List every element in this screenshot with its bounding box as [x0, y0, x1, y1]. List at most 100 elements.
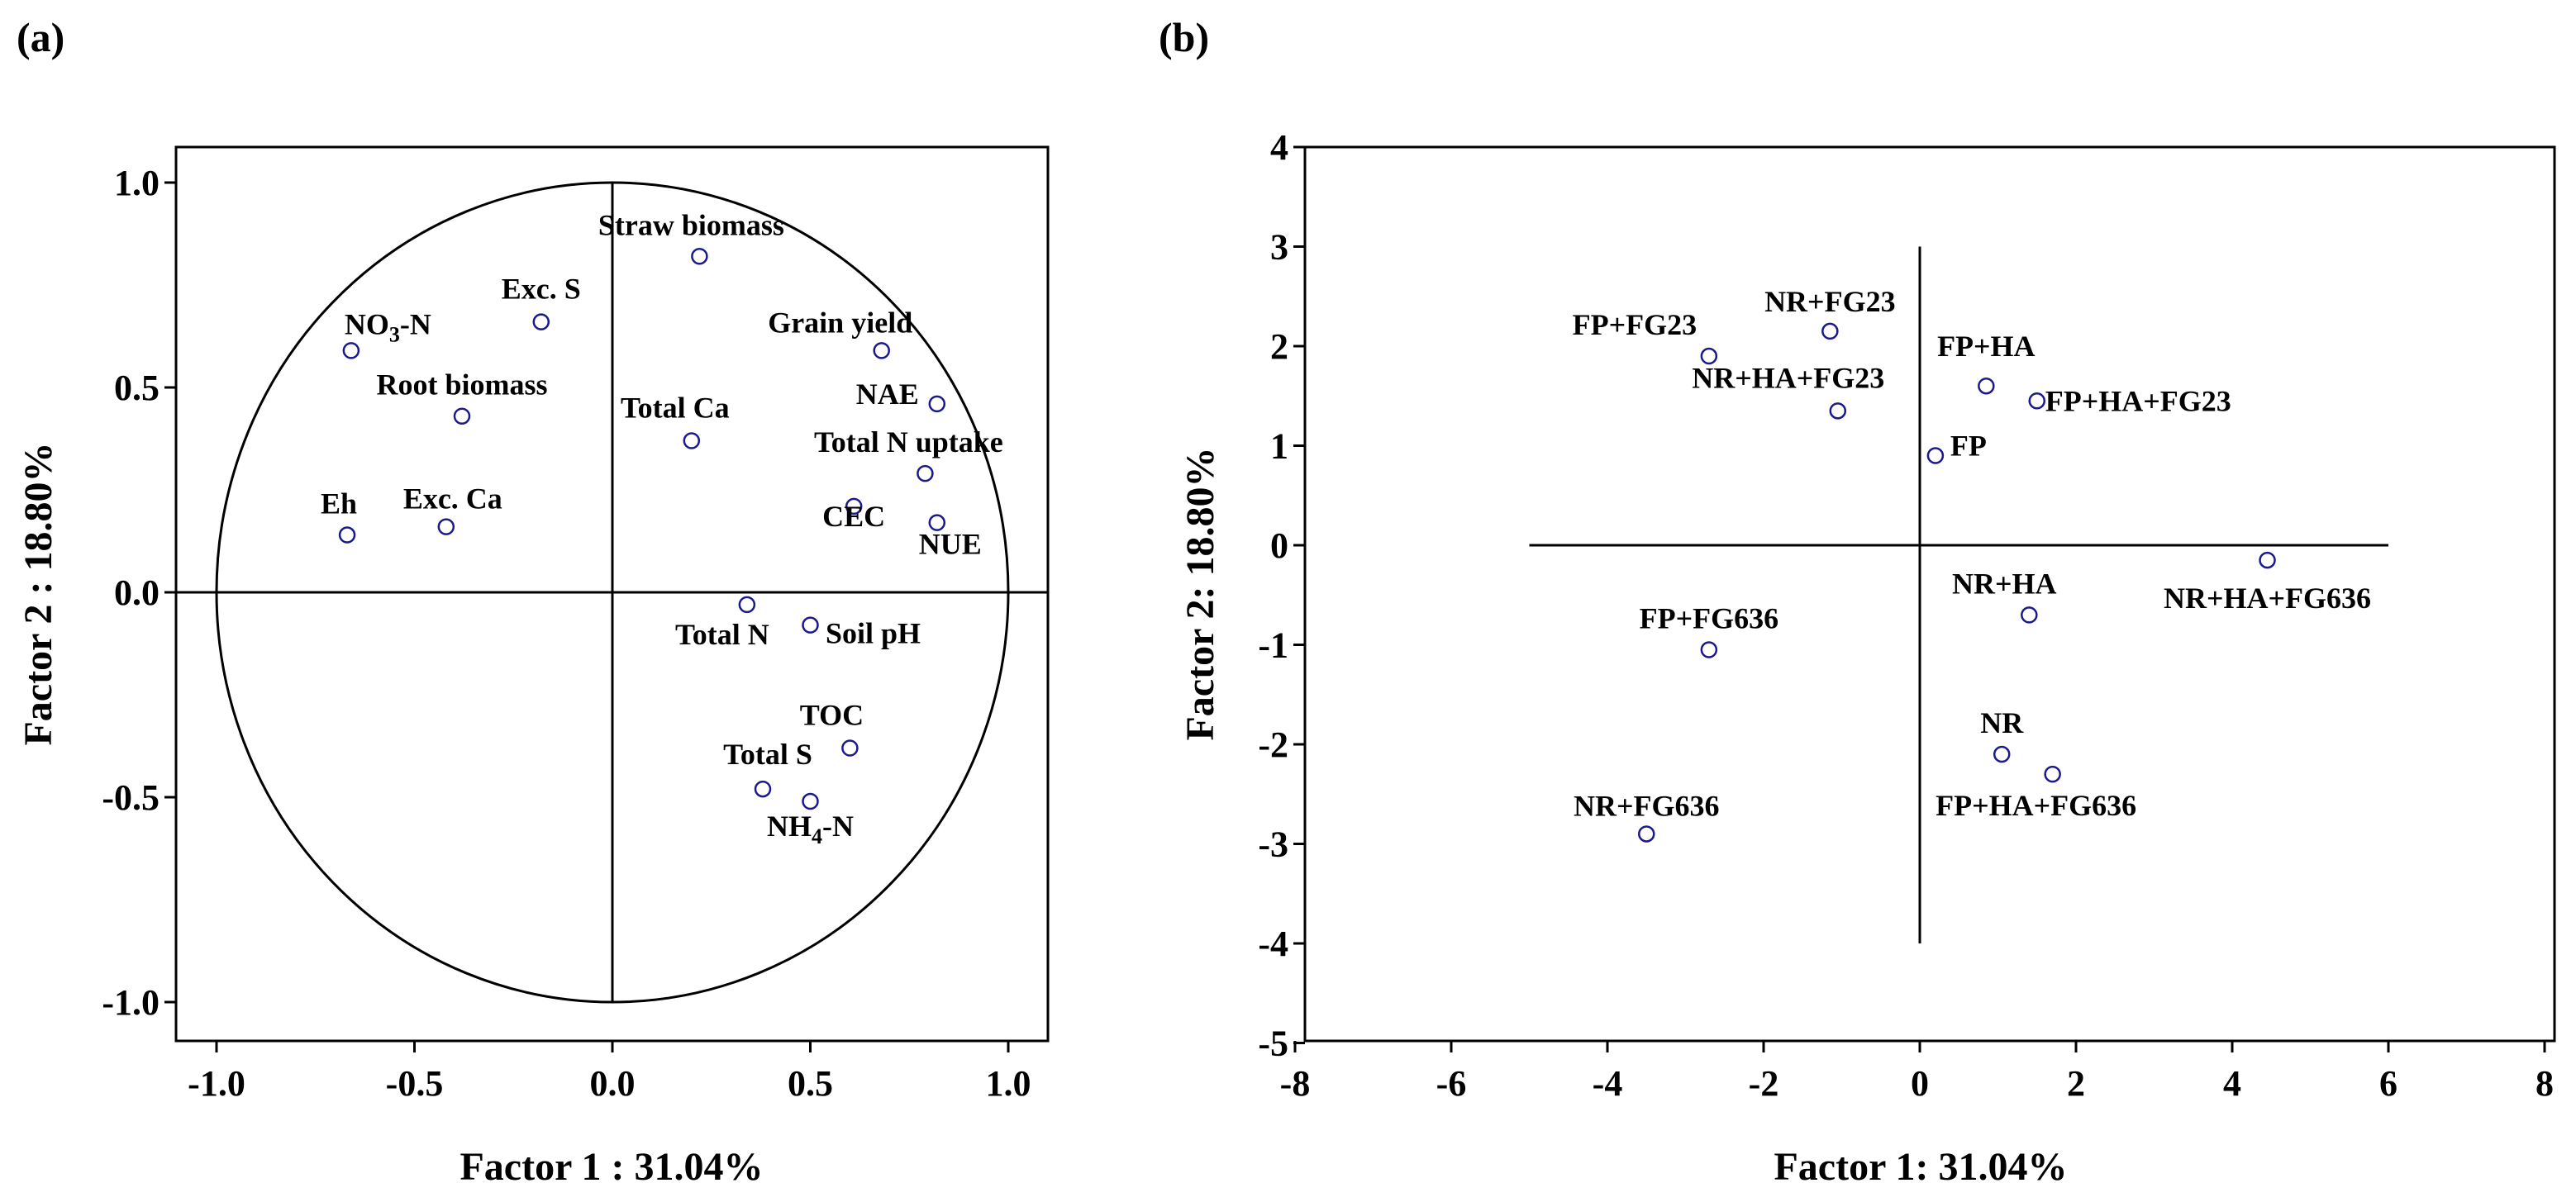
point-label-total-n: Total N [675, 618, 769, 651]
point-marker-total-ca [683, 432, 701, 449]
point-label-fp-ha-fg23: FP+HA+FG23 [2045, 384, 2231, 417]
panel-a-y-tick-label: 0.5 [114, 368, 160, 408]
panel-b-scores-plot: (b) -8 -6 -4 -2 0 2 4 6 8 4 3 2 1 0 -1 -2 -3 -4 -5 NR+FG2… [1159, 14, 2556, 1189]
point-marker-fp-fg23 [1700, 347, 1718, 365]
panel-b-y-tick-label: 3 [1270, 227, 1288, 268]
panel-b-x-axis-title: Factor 1: 31.04% [1774, 1145, 2067, 1189]
point-marker-fp-ha [1978, 377, 1995, 395]
point-label-toc: TOC [800, 698, 864, 731]
panel-b-x-tick-label: -2 [1749, 1063, 1779, 1104]
point-marker-eh [338, 526, 356, 544]
panel-b-points: NR+FG23 FP+FG23 NR+HA+FG23 FP+HA FP+HA+FG23 F… [1573, 285, 2371, 843]
point-label-eh: Eh [321, 487, 357, 520]
point-label-fp-ha-fg636: FP+HA+FG636 [1936, 789, 2136, 822]
panel-b-y-axis-title: Factor 2: 18.80% [1178, 447, 1222, 740]
panel-a-y-tick-label: 1.0 [114, 163, 160, 203]
point-marker-total-s [754, 780, 772, 798]
point-label-fp-ha: FP+HA [1937, 330, 2036, 363]
point-marker-exc-s [532, 313, 550, 330]
panel-a-y-tick-label: -1.0 [102, 982, 160, 1023]
point-label-straw-biomass: Straw biomass [598, 208, 784, 241]
point-marker-root-biomass [453, 407, 471, 425]
point-marker-fp [1926, 447, 1945, 464]
panel-b-y-tick-label: 2 [1270, 326, 1288, 367]
point-label-root-biomass: Root biomass [376, 368, 547, 401]
point-marker-fp-ha-fg23 [2028, 392, 2045, 410]
point-marker-grain-yield [873, 342, 890, 359]
point-label-total-ca: Total Ca [621, 391, 730, 424]
panel-a-y-tick-label: 0.0 [114, 572, 160, 613]
point-marker-total-n [738, 596, 756, 614]
point-label-total-s: Total S [723, 738, 812, 771]
point-label-nr-ha-fg636: NR+HA+FG636 [2164, 582, 2371, 615]
panel-a-label: (a) [17, 14, 64, 60]
panel-b-axes-lines [1529, 246, 2388, 943]
point-label-fp: FP [1950, 430, 1987, 463]
panel-b-x-tick-label: 2 [2067, 1063, 2085, 1104]
panel-b-y-tick-label: -3 [1258, 824, 1288, 865]
panel-b-y-tick-label: -4 [1258, 924, 1288, 964]
point-marker-nr-fg636 [1638, 825, 1655, 843]
panel-a-y-ticks: 1.0 0.5 0.0 -0.5 -1.0 [102, 163, 176, 1023]
point-marker-fp-ha-fg636 [2044, 765, 2061, 783]
panel-a-x-tick-label: 0.5 [788, 1063, 833, 1104]
point-marker-nr-ha [2021, 606, 2038, 624]
panel-b-x-tick-label: 8 [2536, 1063, 2554, 1104]
panel-b-x-tick-label: 6 [2379, 1063, 2397, 1104]
point-marker-no3-n [342, 342, 360, 359]
point-marker-nae [928, 395, 946, 413]
point-label-cec: CEC [822, 500, 885, 533]
point-marker-nr-ha-fg636 [2259, 551, 2276, 569]
point-label-fp-fg23: FP+FG23 [1573, 308, 1697, 341]
panel-b-plot-frame [1303, 145, 2556, 1043]
panel-a-points: Straw biomass Exc. S NO3-N Grain yield NAE Ro… [321, 208, 1003, 848]
panel-b-label: (b) [1159, 14, 1209, 60]
point-label-grain-yield: Grain yield [768, 306, 912, 339]
point-marker-nue [928, 514, 946, 531]
point-label-exc-s: Exc. S [502, 273, 581, 306]
point-label-soil-ph: Soil pH [826, 617, 921, 650]
panel-b-x-tick-label: -8 [1280, 1063, 1311, 1104]
panel-a-x-tick-label: -1.0 [188, 1063, 245, 1104]
panel-a-y-tick-label: -0.5 [102, 777, 160, 818]
point-label-nr-ha: NR+HA [1952, 567, 2057, 600]
point-label-no3-n: NO3-N [345, 307, 431, 346]
point-label-nr-fg636: NR+FG636 [1574, 789, 1720, 822]
panel-b-y-tick-label: -5 [1258, 1024, 1288, 1064]
panel-a-y-axis-title: Factor 2 : 18.80% [17, 442, 60, 745]
point-label-exc-ca: Exc. Ca [403, 482, 502, 515]
panel-b-x-tick-label: 4 [2223, 1063, 2241, 1104]
point-label-fp-fg636: FP+FG636 [1640, 602, 1779, 635]
point-marker-soil-ph [802, 616, 819, 634]
panel-a-axes-lines [176, 181, 1048, 1004]
point-marker-exc-ca [437, 518, 455, 535]
point-label-nh4-n: NH4-N [767, 810, 854, 848]
point-marker-total-n-uptake [917, 464, 934, 482]
point-label-nr: NR [1980, 706, 2024, 739]
panel-b-x-tick-label: -4 [1593, 1063, 1623, 1104]
panel-a-unit-circle [215, 181, 1010, 1004]
point-label-nr-fg23: NR+FG23 [1764, 285, 1896, 318]
panel-a-x-tick-label: 0.0 [590, 1063, 636, 1104]
panel-b-x-ticks: -8 -6 -4 -2 0 2 4 6 8 [1280, 1041, 2554, 1104]
point-marker-cec [845, 497, 863, 515]
panel-b-y-tick-label: 1 [1270, 426, 1288, 467]
panel-b-x-tick-label: 0 [1911, 1063, 1929, 1104]
point-label-nr-ha-fg23: NR+HA+FG23 [1692, 361, 1884, 394]
panel-a-x-ticks: -1.0 -0.5 0.0 0.5 1.0 [188, 1041, 1031, 1104]
point-marker-nh4-n [802, 792, 819, 810]
panel-b-y-tick-label: 4 [1270, 127, 1288, 168]
point-label-nue: NUE [919, 528, 982, 561]
point-marker-nr-ha-fg23 [1829, 402, 1847, 420]
point-marker-nr-fg23 [1821, 322, 1839, 340]
point-marker-fp-fg636 [1700, 641, 1718, 658]
panel-b-y-tick-label: -1 [1258, 625, 1288, 666]
point-label-total-n-uptake: Total N uptake [814, 425, 1003, 458]
point-label-nae: NAE [856, 378, 919, 411]
panel-b-y-ticks: 4 3 2 1 0 -1 -2 -3 -4 -5 [1258, 127, 1305, 1064]
point-marker-nr [1993, 745, 2011, 763]
panel-a-x-tick-label: 1.0 [986, 1063, 1031, 1104]
panel-a-x-axis-title: Factor 1 : 31.04% [459, 1145, 763, 1189]
point-marker-toc [841, 739, 859, 757]
